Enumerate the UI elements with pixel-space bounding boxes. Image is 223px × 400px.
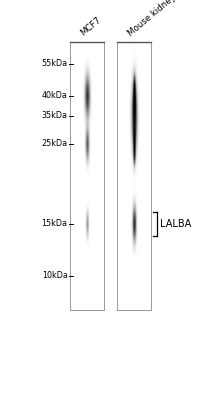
Bar <box>70 42 104 310</box>
Text: MCF7: MCF7 <box>79 16 103 38</box>
Text: 10kDa: 10kDa <box>42 272 68 280</box>
Bar <box>116 42 151 310</box>
Bar <box>116 42 151 310</box>
Text: 25kDa: 25kDa <box>41 140 68 148</box>
Text: 55kDa: 55kDa <box>41 60 68 68</box>
Text: 35kDa: 35kDa <box>41 112 68 120</box>
Text: 40kDa: 40kDa <box>42 92 68 100</box>
Text: 15kDa: 15kDa <box>41 220 68 228</box>
Text: LALBA: LALBA <box>160 219 191 229</box>
Bar <box>70 42 104 310</box>
Text: Mouse kidney: Mouse kidney <box>126 0 177 38</box>
